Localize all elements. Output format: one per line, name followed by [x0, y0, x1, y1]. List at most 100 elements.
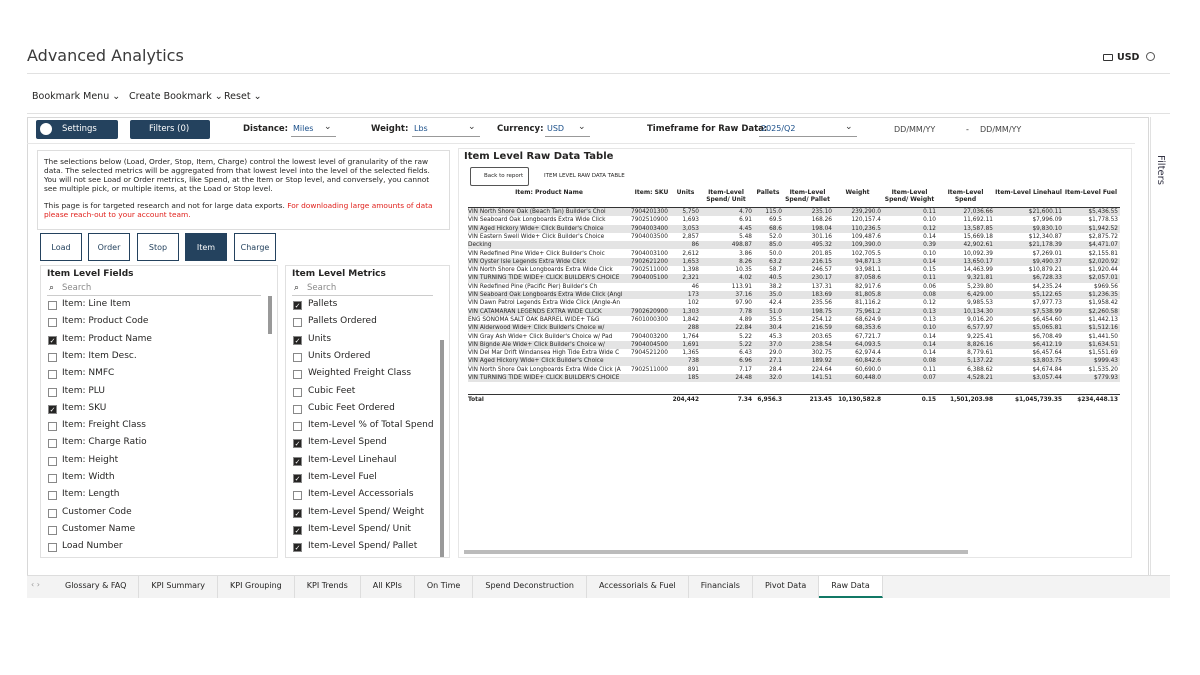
list-item[interactable]: Item: PLU: [62, 385, 105, 396]
list-item[interactable]: Cubic Feet Ordered: [308, 402, 395, 413]
level-button[interactable]: Load: [40, 233, 82, 261]
list-item[interactable]: Item: Freight Class: [62, 420, 146, 431]
checkbox[interactable]: ✓: [293, 508, 302, 518]
list-item[interactable]: Pallets Ordered: [308, 316, 377, 327]
checkbox[interactable]: [48, 370, 57, 380]
list-item[interactable]: Item: Charge Ratio: [62, 437, 147, 448]
table-cell: 7904003400: [631, 225, 668, 232]
checkbox[interactable]: ✓: [293, 335, 302, 345]
menu-item[interactable]: Reset ⌄: [224, 91, 262, 102]
checkbox[interactable]: ✓: [293, 543, 302, 553]
table-cell: 5,137.22: [967, 358, 993, 365]
checkbox[interactable]: [48, 301, 57, 310]
list-item[interactable]: Item-Level Spend/ Weight: [308, 506, 424, 517]
list-item[interactable]: Item: NMFC: [62, 368, 115, 379]
table-cell: 216.59: [811, 325, 832, 332]
side-label[interactable]: Filters: [1155, 155, 1166, 185]
checkbox[interactable]: [48, 508, 57, 518]
level-button[interactable]: Item: [185, 233, 227, 261]
date-input[interactable]: DD/MM/YY: [894, 125, 936, 134]
checkbox[interactable]: [48, 439, 57, 449]
list-item[interactable]: Customer Name: [62, 523, 136, 534]
list-item[interactable]: Item-Level Linehaul: [308, 454, 397, 465]
list-item[interactable]: Item-Level Accessorials: [308, 489, 414, 500]
list-item[interactable]: Item-Level Spend/ Pallet: [308, 541, 418, 552]
level-button[interactable]: Order: [88, 233, 130, 261]
checkbox[interactable]: [48, 456, 57, 466]
tab[interactable]: Financials: [688, 576, 753, 598]
checkbox[interactable]: ✓: [48, 335, 57, 345]
column-header: Item-Level Spend/ Pallet: [785, 189, 830, 203]
checkbox[interactable]: ✓: [293, 456, 302, 466]
list-item[interactable]: Item: Height: [62, 454, 119, 465]
table-cell: 239,290.0: [851, 209, 881, 215]
checkbox[interactable]: [293, 491, 302, 501]
list-item[interactable]: Units: [308, 333, 332, 344]
checkbox[interactable]: [48, 352, 57, 362]
menu-item[interactable]: Bookmark Menu ⌄: [32, 91, 121, 102]
dropdown-chevron: ⌄: [845, 122, 853, 132]
list-item[interactable]: Item-Level Spend: [308, 437, 387, 448]
date-input[interactable]: DD/MM/YY: [980, 125, 1022, 134]
tab[interactable]: Spend Deconstruction: [473, 576, 587, 598]
list-item[interactable]: Item: Item Desc.: [62, 350, 137, 361]
dropdown[interactable]: Miles: [291, 121, 336, 137]
list-item[interactable]: Pallets: [308, 299, 338, 309]
list-item[interactable]: Item: Line Item: [62, 299, 131, 309]
list-item[interactable]: Item-Level % of Total Spend: [308, 420, 434, 431]
list-item[interactable]: Item: Length: [62, 489, 120, 500]
tab[interactable]: On Time: [414, 576, 474, 598]
checkbox[interactable]: ✓: [48, 404, 57, 414]
dropdown[interactable]: Lbs: [412, 121, 480, 137]
checkbox[interactable]: [48, 318, 57, 328]
search-input[interactable]: Search: [307, 283, 337, 293]
currency-code[interactable]: USD: [1117, 52, 1140, 63]
tab[interactable]: Raw Data: [819, 576, 883, 598]
search-input[interactable]: Search: [62, 283, 92, 293]
table-cell: 14,463.99: [963, 267, 993, 274]
checkbox[interactable]: [293, 352, 302, 362]
dropdown[interactable]: 2025/Q2: [759, 121, 857, 137]
checkbox[interactable]: [293, 318, 302, 328]
checkbox[interactable]: [293, 404, 302, 414]
list-item[interactable]: Customer Code: [62, 506, 132, 517]
checkbox[interactable]: ✓: [293, 439, 302, 449]
list-item[interactable]: Item: Width: [62, 472, 115, 482]
checkbox[interactable]: [293, 387, 302, 397]
checkbox[interactable]: [48, 491, 57, 501]
tab[interactable]: KPI Summary: [139, 576, 219, 598]
list-item[interactable]: Item-Level Fuel: [308, 472, 377, 482]
tab[interactable]: KPI Trends: [294, 576, 361, 598]
list-item[interactable]: Item: Product Name: [62, 333, 152, 344]
list-item[interactable]: Units Ordered: [308, 350, 371, 361]
menu-item[interactable]: Create Bookmark ⌄: [129, 91, 223, 102]
list-item[interactable]: Item: SKU: [62, 402, 107, 413]
list-item[interactable]: Load Number: [62, 541, 123, 552]
checkbox[interactable]: [48, 387, 57, 397]
level-button[interactable]: Charge: [234, 233, 276, 261]
checkbox[interactable]: ✓: [293, 474, 302, 483]
tab[interactable]: Glossary & FAQ: [53, 576, 140, 598]
dropdown[interactable]: USD: [545, 121, 590, 137]
list-item[interactable]: Cubic Feet: [308, 385, 356, 396]
tab[interactable]: Accessorials & Fuel: [586, 576, 689, 598]
list-item[interactable]: Item: Product Code: [62, 316, 149, 327]
checkbox[interactable]: [48, 422, 57, 432]
checkbox[interactable]: [293, 422, 302, 432]
tab[interactable]: All KPIs: [360, 576, 415, 598]
table-cell: 6,577.97: [967, 325, 993, 332]
checkbox[interactable]: [48, 474, 57, 483]
checkbox[interactable]: [48, 525, 57, 535]
list-item[interactable]: Item-Level Spend/ Unit: [308, 523, 411, 534]
checkbox[interactable]: [293, 370, 302, 380]
tab[interactable]: KPI Grouping: [218, 576, 295, 598]
checkbox[interactable]: ✓: [293, 525, 302, 535]
checkbox[interactable]: [48, 543, 57, 553]
back-button[interactable]: Back to report: [470, 167, 529, 186]
checkbox[interactable]: ✓: [293, 301, 302, 310]
filters-button[interactable]: Filters (0): [130, 120, 210, 139]
tab[interactable]: Pivot Data: [752, 576, 820, 598]
list-item[interactable]: Weighted Freight Class: [308, 368, 412, 379]
settings-button[interactable]: Settings: [36, 120, 118, 139]
level-button[interactable]: Stop: [137, 233, 179, 261]
